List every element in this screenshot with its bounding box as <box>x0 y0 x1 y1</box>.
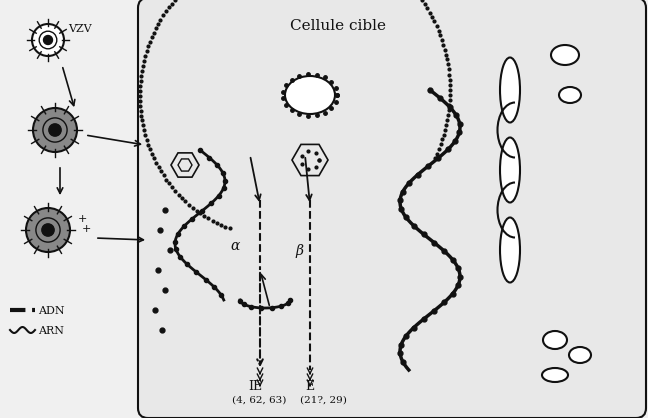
Text: ARN: ARN <box>38 326 64 336</box>
Circle shape <box>49 124 61 136</box>
Circle shape <box>33 108 77 152</box>
Text: +: + <box>78 214 87 224</box>
Ellipse shape <box>500 217 520 283</box>
Text: IE: IE <box>248 380 262 393</box>
Text: β: β <box>295 244 303 258</box>
Text: ADN: ADN <box>38 306 65 316</box>
Text: α: α <box>230 239 239 253</box>
Ellipse shape <box>559 87 581 103</box>
Circle shape <box>39 31 57 49</box>
FancyBboxPatch shape <box>138 0 646 418</box>
Ellipse shape <box>543 331 567 349</box>
Circle shape <box>26 208 70 252</box>
Circle shape <box>43 36 52 44</box>
Circle shape <box>36 218 60 242</box>
Ellipse shape <box>285 76 335 114</box>
Ellipse shape <box>569 347 591 363</box>
Circle shape <box>42 224 54 236</box>
Text: E: E <box>305 380 314 393</box>
Text: VZV: VZV <box>68 24 91 34</box>
Text: (4, 62, 63): (4, 62, 63) <box>232 396 286 405</box>
Ellipse shape <box>551 45 579 65</box>
Ellipse shape <box>542 368 568 382</box>
Text: (21?, 29): (21?, 29) <box>300 396 347 405</box>
Circle shape <box>32 24 64 56</box>
Ellipse shape <box>500 138 520 202</box>
Ellipse shape <box>500 58 520 122</box>
Circle shape <box>43 118 67 142</box>
Text: +: + <box>82 224 91 234</box>
Text: Cellule cible: Cellule cible <box>290 19 386 33</box>
